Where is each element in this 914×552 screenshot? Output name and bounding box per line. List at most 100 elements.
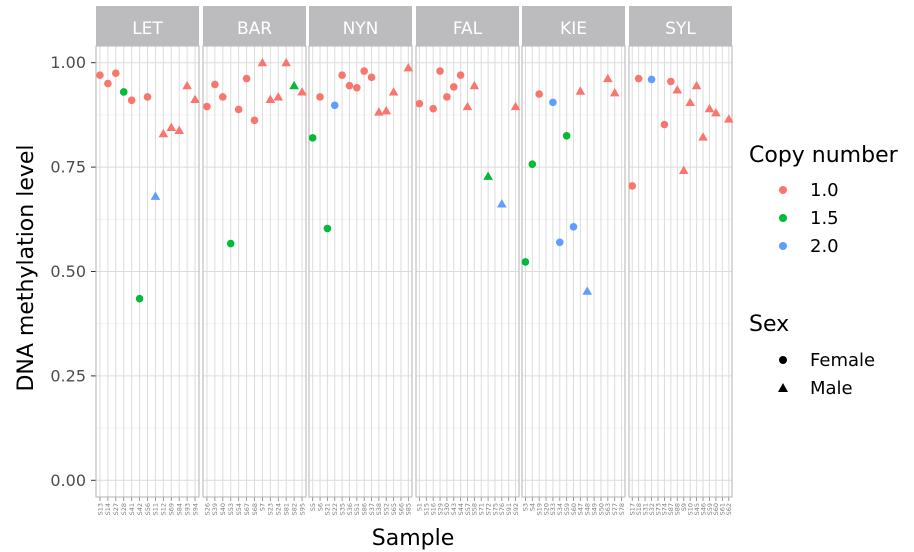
x-tick-label: S43 — [450, 503, 458, 515]
x-tick-label: S3 — [522, 503, 530, 511]
legend-key-copy-number — [779, 242, 787, 250]
x-tick-label: S87 — [667, 503, 675, 515]
x-tick-label: S59 — [563, 503, 571, 515]
x-tick-label: S73 — [654, 503, 662, 515]
data-point-female — [367, 73, 376, 82]
x-tick-label: S40 — [219, 503, 227, 515]
x-tick-label: S57 — [464, 503, 472, 515]
data-point-female — [250, 116, 259, 125]
data-point-male — [723, 114, 734, 123]
x-tick-label: S30 — [443, 503, 451, 515]
y-tick-label: 0.00 — [50, 471, 86, 490]
legend-label: Male — [810, 378, 853, 399]
data-point-male — [289, 80, 299, 90]
data-point-male — [403, 62, 414, 72]
facet-panel-let: S13 S14 S27 S28 S41 S42 S56 S11 S12 S69 S84 S93 S94 L… — [95, 6, 200, 515]
legend-label: Female — [810, 350, 875, 371]
x-tick-label: S54 — [235, 503, 243, 515]
data-point-female — [203, 102, 211, 111]
legend-key-copy-number — [779, 214, 787, 222]
data-point-female — [316, 93, 324, 101]
facet-strip — [629, 6, 732, 46]
y-tick-label: 0.25 — [50, 366, 86, 385]
data-point-male — [174, 125, 184, 134]
x-tick-label: S42 — [136, 503, 144, 515]
data-point-female — [634, 74, 643, 83]
data-point-female — [104, 79, 112, 88]
legends: Copy number 1.0 1.5 2.0 Sex Female Male — [749, 143, 899, 399]
x-tick-label: S88 — [674, 503, 682, 515]
x-tick-label: S91 — [505, 503, 513, 515]
x-tick-label: S82 — [290, 503, 298, 515]
x-tick-label: S9 — [680, 503, 688, 511]
data-point-male — [678, 165, 689, 175]
x-tick-label: S7 — [259, 503, 267, 511]
data-point-male — [158, 128, 169, 138]
data-point-female — [323, 224, 332, 233]
x-tick-label: S84 — [175, 503, 183, 515]
data-point-male — [685, 97, 695, 106]
data-point-female — [429, 104, 437, 113]
x-tick-label: S20 — [542, 503, 550, 515]
x-tick-label: S59 — [706, 503, 714, 515]
x-tick-label: S1 — [416, 503, 424, 511]
x-tick-label: S37 — [368, 503, 376, 515]
x-tick-label: S69 — [168, 503, 176, 515]
legend-label: 2.0 — [810, 236, 839, 257]
x-tick-label: S56 — [144, 503, 152, 515]
facet-panel-syl: S17S18S31S32S73S74S87S88S9S10S45S46S59S6… — [628, 6, 734, 515]
data-point-male — [190, 94, 200, 104]
x-tick-label: S13 — [96, 503, 104, 515]
data-point-female — [242, 74, 251, 83]
data-point-male — [388, 87, 399, 96]
data-point-female — [219, 93, 227, 101]
data-point-female — [308, 134, 317, 142]
data-point-male — [704, 103, 715, 113]
x-tick-label: S77 — [611, 503, 619, 515]
data-point-male — [483, 171, 493, 180]
data-point-female — [569, 223, 578, 231]
x-tick-label: S72 — [484, 503, 492, 515]
x-tick-label: S6 — [316, 503, 324, 511]
facet-strip — [522, 6, 625, 46]
x-tick-label: S51 — [353, 503, 361, 515]
data-point-male — [497, 199, 507, 208]
x-tick-label: S47 — [577, 503, 585, 515]
facet-strip-label: NYN — [343, 19, 379, 39]
data-point-female — [660, 120, 669, 129]
facet-panel-nyn: S5 S6 S21 S22 S35 S36 S51 S86 S37 S38 S52 S65 S66 S85… — [308, 6, 414, 515]
x-tick-label: S28 — [120, 503, 128, 515]
x-tick-label: S12 — [160, 503, 168, 515]
data-point-female — [211, 80, 219, 89]
x-tick-label: S34 — [556, 503, 564, 515]
x-tick-label: S23 — [267, 503, 275, 515]
facet-strip — [309, 6, 412, 46]
data-point-female — [234, 105, 243, 114]
x-axis-title: Sample — [372, 526, 455, 551]
x-tick-label: S75 — [491, 503, 499, 515]
x-tick-label: S74 — [661, 503, 669, 515]
y-axis-title: DNA methylation level — [14, 144, 39, 391]
data-point-female — [127, 96, 136, 105]
x-tick-label: S53 — [227, 503, 235, 515]
data-point-male — [166, 122, 177, 132]
facet-strip — [416, 6, 519, 46]
facet-panel-kie: S3S4S19S20S33S34S59S60S47S48S49S50S63S77… — [521, 6, 626, 515]
data-point-female — [226, 239, 235, 248]
x-tick-label: S61 — [719, 503, 727, 515]
facet-strip-label: BAR — [237, 19, 272, 39]
data-point-female — [330, 101, 339, 110]
y-tick-label: 0.50 — [50, 262, 86, 281]
facet-panels: S13 S14 S27 S28 S41 S42 S56 S11 S12 S69 S84 S93 S94 L… — [95, 6, 734, 515]
legend-key-female — [779, 356, 787, 364]
facet-strip-label: KIE — [560, 19, 587, 39]
x-tick-label: S68 — [251, 503, 259, 515]
data-point-female — [96, 71, 104, 80]
x-tick-label: S15 — [423, 503, 431, 515]
data-point-male — [575, 86, 586, 95]
x-tick-label: S36 — [346, 503, 354, 515]
data-point-female — [338, 71, 346, 80]
data-point-male — [462, 101, 473, 111]
data-point-female — [436, 67, 444, 75]
